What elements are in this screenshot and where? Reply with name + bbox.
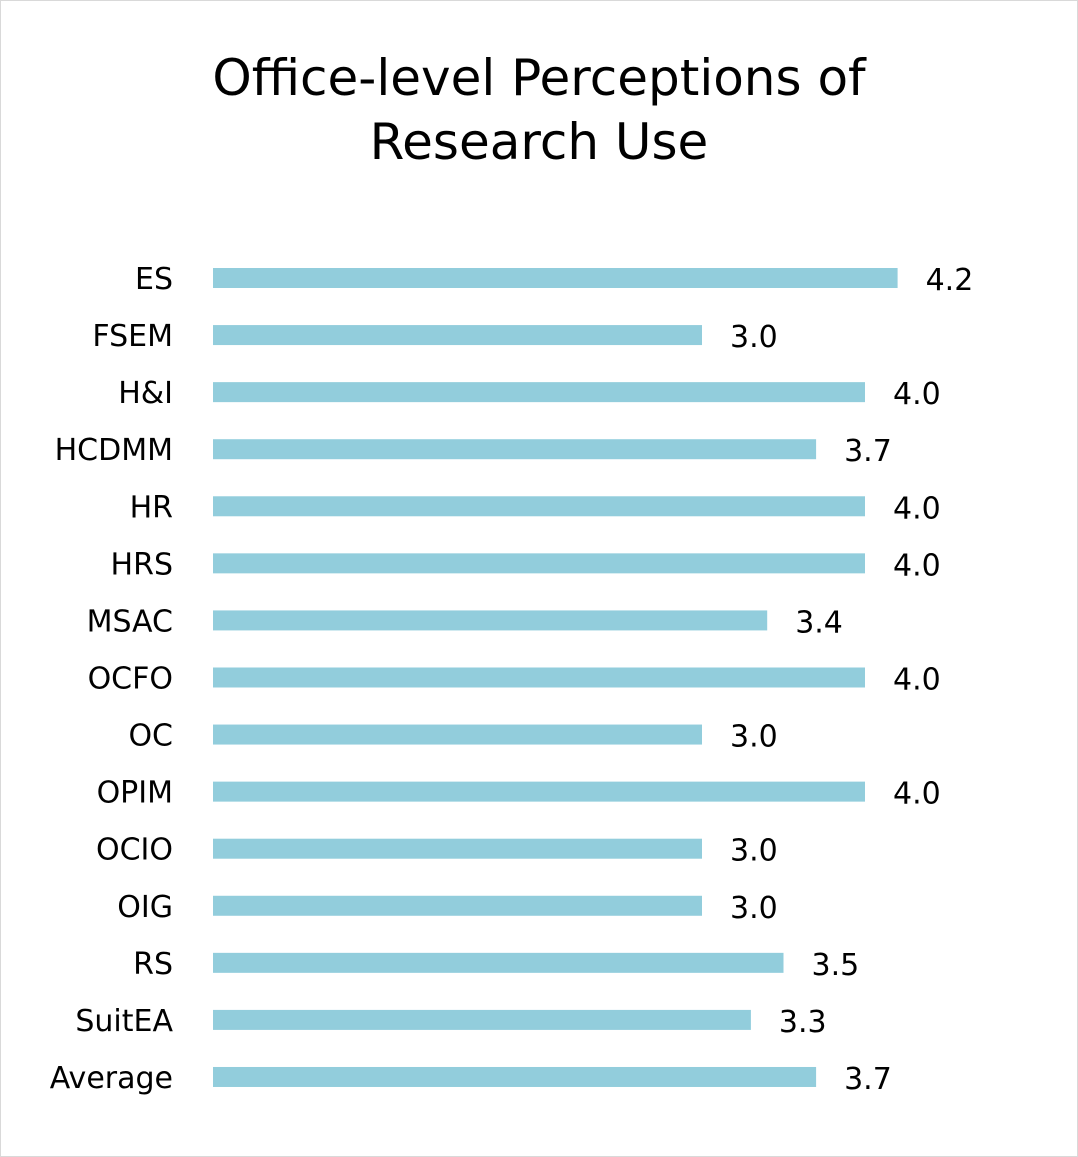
value-label: 4.0 [893, 548, 941, 583]
chart-title-line-1: Office-level Perceptions of [212, 49, 866, 107]
value-label: 3.7 [844, 1062, 892, 1097]
value-label: 3.5 [812, 948, 860, 983]
bar [213, 724, 702, 745]
chart-title: Office-level Perceptions of Research Use [0, 46, 1078, 174]
bar [213, 781, 865, 802]
category-label: OC [128, 719, 173, 754]
category-label: OCFO [88, 661, 173, 696]
value-label: 3.3 [779, 1005, 827, 1040]
bar [213, 496, 865, 517]
category-label: ES [135, 262, 173, 297]
value-label: 3.0 [730, 720, 778, 755]
category-label: HR [130, 490, 173, 525]
bar [213, 838, 702, 859]
category-label: OCIO [96, 833, 173, 868]
bar [213, 610, 768, 631]
value-label: 3.0 [730, 891, 778, 926]
value-label: 4.0 [893, 377, 941, 412]
category-label: Average [50, 1061, 173, 1096]
bar [213, 952, 784, 973]
category-label: RS [133, 947, 173, 982]
category-label: SuitEA [75, 1004, 173, 1039]
value-label: 3.0 [730, 834, 778, 869]
value-label: 3.0 [730, 320, 778, 355]
bar [213, 268, 898, 288]
value-label: 3.7 [844, 434, 892, 469]
bar [213, 1009, 751, 1030]
value-label: 4.0 [893, 491, 941, 526]
bar [213, 895, 702, 916]
bar [213, 1066, 817, 1087]
value-label: 4.0 [893, 777, 941, 812]
category-label: OPIM [97, 776, 173, 811]
bar [213, 325, 702, 346]
category-label: OIG [117, 890, 173, 925]
value-label: 4.2 [926, 263, 974, 298]
value-label: 3.4 [795, 605, 843, 640]
chart-title-line-2: Research Use [369, 113, 709, 171]
bar [213, 382, 865, 403]
value-label: 4.0 [893, 662, 941, 697]
bar [213, 667, 865, 688]
bar [213, 439, 817, 460]
category-label: HRS [111, 547, 173, 582]
category-label: HCDMM [55, 433, 173, 468]
category-label: FSEM [92, 319, 173, 354]
category-label: MSAC [87, 604, 173, 639]
category-label: H&I [118, 376, 173, 411]
bar [213, 553, 865, 574]
